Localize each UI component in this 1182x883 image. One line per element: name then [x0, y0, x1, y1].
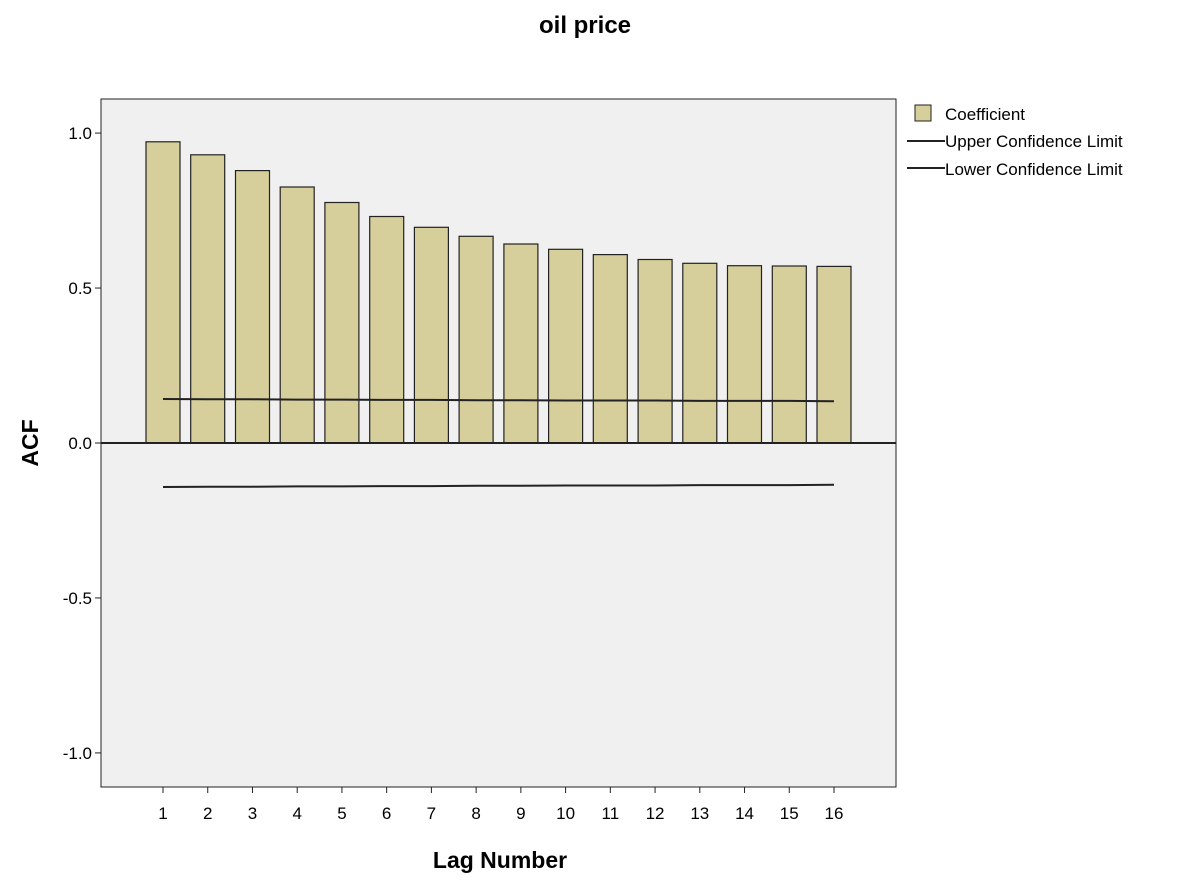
y-tick-label: -0.5 — [63, 589, 92, 608]
x-tick-label: 7 — [427, 804, 436, 823]
x-tick-label: 5 — [337, 804, 346, 823]
confidence-lines-group — [162, 398, 835, 488]
bar-lag-9 — [503, 243, 539, 444]
legend-label-upper: Upper Confidence Limit — [945, 132, 1123, 151]
x-tick-label: 8 — [471, 804, 480, 823]
x-tick-label: 16 — [825, 804, 844, 823]
x-tick-label: 13 — [690, 804, 709, 823]
x-tick-label: 2 — [203, 804, 212, 823]
y-tick-label: 0.0 — [68, 434, 92, 453]
legend: Coefficient Upper Confidence Limit Lower… — [907, 104, 1123, 179]
y-tick-label: 1.0 — [68, 124, 92, 143]
chart-title: oil price — [539, 12, 631, 39]
bars-group — [101, 141, 896, 444]
x-axis: 1 2 3 4 5 6 7 8 9 10 11 12 13 14 15 16 — [158, 787, 843, 823]
legend-swatch-coefficient — [914, 104, 932, 122]
bar-lag-4 — [279, 186, 315, 444]
x-tick-label: 12 — [646, 804, 665, 823]
y-tick-label: -1.0 — [63, 744, 92, 763]
x-tick-label: 10 — [556, 804, 575, 823]
y-tick-label: 0.5 — [68, 279, 92, 298]
x-tick-label: 3 — [248, 804, 257, 823]
lower-confidence-line — [162, 483, 835, 488]
bar-lag-10 — [547, 248, 584, 444]
x-tick-label: 11 — [602, 804, 620, 823]
x-axis-label: Lag Number — [433, 847, 567, 873]
y-axis-label: ACF — [17, 419, 43, 466]
bar-lag-12 — [637, 258, 673, 444]
upper-confidence-line — [162, 398, 835, 403]
bar-lag-16 — [816, 265, 852, 444]
x-tick-label: 14 — [735, 804, 754, 823]
bar-lag-2 — [190, 154, 226, 444]
x-tick-label: 15 — [780, 804, 799, 823]
bar-lag-14 — [726, 265, 763, 444]
bar-lag-1 — [145, 141, 181, 444]
x-tick-label: 4 — [292, 804, 301, 823]
bar-lag-13 — [682, 262, 718, 444]
bar-lag-3 — [234, 170, 271, 444]
x-tick-label: 6 — [382, 804, 391, 823]
legend-label-lower: Lower Confidence Limit — [945, 160, 1123, 179]
x-tick-label: 9 — [516, 804, 525, 823]
bar-lag-6 — [369, 215, 405, 444]
x-tick-label: 1 — [158, 804, 167, 823]
bar-lag-5 — [324, 201, 360, 444]
bar-lag-15 — [771, 265, 807, 444]
legend-label-coefficient: Coefficient — [945, 105, 1025, 124]
y-axis: -1.0 -0.5 0.0 0.5 1.0 — [63, 124, 101, 763]
bar-lag-7 — [413, 226, 449, 444]
bar-lag-11 — [592, 254, 628, 444]
bar-lag-8 — [458, 235, 494, 444]
